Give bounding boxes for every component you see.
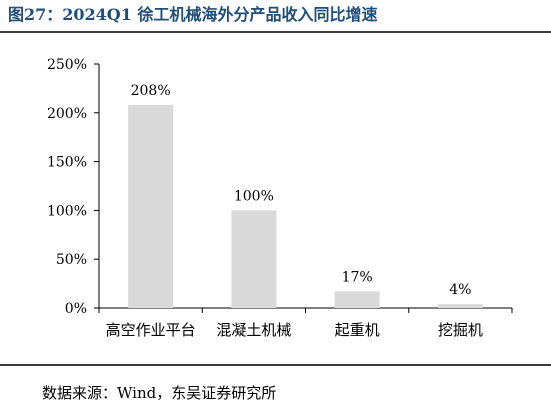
top-divider (0, 31, 551, 33)
bar-value-label: 100% (234, 188, 274, 204)
x-category-label: 起重机 (335, 321, 380, 339)
x-category-label: 挖掘机 (438, 321, 483, 339)
bottom-divider (0, 364, 551, 366)
bar-value-label: 17% (342, 269, 373, 285)
bar-value-label: 208% (131, 83, 171, 99)
x-category-label: 混凝土机械 (216, 321, 291, 339)
y-tick-label: 0% (65, 301, 87, 317)
x-category-label: 高空作业平台 (106, 321, 196, 339)
y-tick-label: 250% (47, 57, 87, 73)
bar (437, 304, 483, 308)
bar (128, 104, 174, 308)
y-tick-label: 100% (47, 203, 87, 219)
bar-chart: 0% 50% 100% 150% 200% 250% 208% 高空作业平台 100% 混凝土机械… (47, 57, 513, 339)
bar (231, 210, 277, 308)
source-note: 数据来源：Wind，东吴证券研究所 (42, 384, 277, 402)
y-tick-label: 150% (47, 155, 87, 171)
bar-value-label: 4% (449, 282, 471, 298)
y-tick-label: 200% (47, 106, 87, 122)
bar (334, 291, 380, 308)
figure-title: 图27：2024Q1 徐工机械海外分产品收入同比增速 (8, 5, 378, 24)
y-tick-label: 50% (56, 252, 87, 268)
